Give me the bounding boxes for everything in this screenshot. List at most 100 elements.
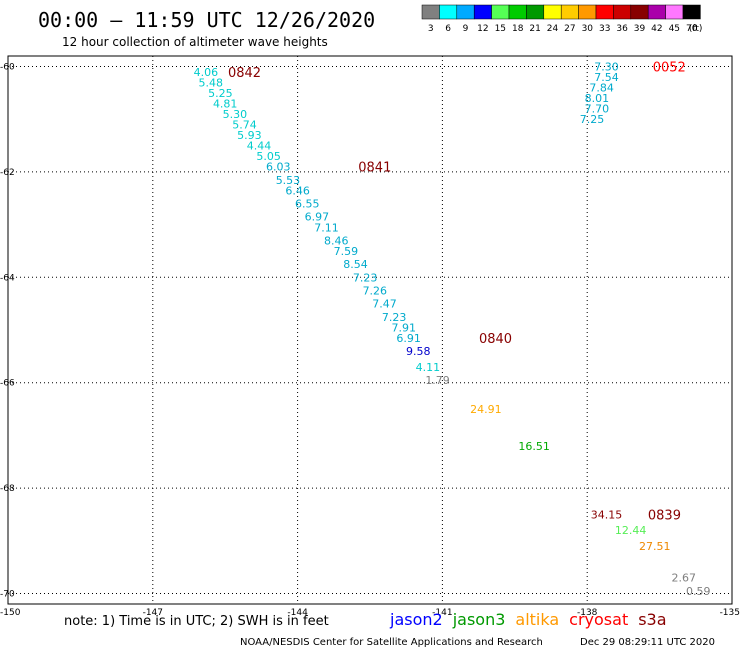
wave-height-value: 5.48	[198, 76, 223, 89]
scale-label: 12	[477, 24, 488, 34]
scale-label: 15	[495, 24, 506, 34]
scale-swatch	[578, 4, 597, 20]
wave-height-value: 8.46	[324, 234, 349, 247]
scale-swatch	[421, 4, 440, 20]
scale-swatch	[439, 4, 458, 20]
wave-height-value: 7.26	[363, 284, 388, 297]
scale-label: 3	[428, 24, 434, 34]
y-tick-label: -62	[0, 168, 15, 178]
satellite-legend-entry: altika	[515, 610, 559, 629]
scale-label: 6	[445, 24, 451, 34]
chart-title: 00:00 – 11:59 UTC 12/26/2020	[38, 8, 375, 32]
scale-label: 27	[564, 24, 575, 34]
x-tick-label: -135	[720, 608, 740, 618]
wave-height-value: 5.30	[223, 108, 248, 121]
scale-swatch	[613, 4, 632, 20]
scale-label: 45	[669, 24, 680, 34]
scale-label: 30	[582, 24, 594, 34]
chart-subtitle: 12 hour collection of altimeter wave hei…	[62, 35, 328, 49]
wave-height-value: 5.05	[256, 150, 281, 163]
wave-height-value: 16.51	[518, 440, 550, 453]
wave-height-value: 9.58	[406, 345, 431, 358]
wave-height-value: 7.84	[589, 82, 614, 95]
wave-height-value: 6.97	[305, 211, 330, 224]
credit-line: NOAA/NESDIS Center for Satellite Applica…	[240, 637, 543, 648]
satellite-legend-entry: s3a	[638, 610, 666, 629]
x-tick-label: -150	[0, 608, 21, 618]
pass-time-label: 0052	[653, 61, 686, 76]
scale-swatch	[665, 4, 684, 20]
y-tick-label: -70	[0, 589, 15, 599]
wave-height-value: 7.30	[594, 61, 619, 74]
pass-time-label: 0841	[358, 161, 391, 176]
y-tick-label: -60	[0, 63, 15, 73]
scale-label: 70	[686, 24, 698, 34]
wave-height-value: 4.81	[213, 97, 238, 110]
wave-height-value: 5.74	[232, 119, 257, 132]
wave-height-value: 2.67	[671, 572, 696, 585]
scale-swatch	[543, 4, 562, 20]
y-tick-label: -68	[0, 484, 15, 494]
pass-time-labels: 0842 0841 0840 0052 0839	[228, 61, 686, 524]
scale-swatch	[526, 4, 545, 20]
scale-label: 9	[463, 24, 469, 34]
satellite-legend-entry: jason3	[452, 610, 506, 629]
wave-height-value: 6.46	[285, 184, 310, 197]
color-scale-bar: 3 6 9 12 15 18 21 24 27 30 33 36 39 42 45 70(ft)	[421, 4, 703, 34]
plot-frame	[7, 55, 733, 605]
wave-height-value: 6.03	[266, 161, 291, 174]
scale-label: 18	[512, 24, 524, 34]
wave-height-value: 7.59	[334, 245, 359, 258]
scale-swatch	[456, 4, 475, 20]
generation-timestamp: Dec 29 08:29:11 UTC 2020	[580, 637, 715, 648]
wave-height-value: 7.70	[585, 103, 610, 116]
wave-height-value: 7.47	[372, 298, 397, 311]
pass-time-label: 0842	[228, 66, 261, 81]
scale-label: 33	[599, 24, 610, 34]
wave-height-value: 5.53	[276, 174, 301, 187]
grid-lines	[8, 56, 732, 604]
y-tick-label: -66	[0, 379, 15, 389]
wave-height-value: 7.23	[353, 271, 378, 284]
wave-height-value: 8.01	[585, 92, 610, 105]
wave-height-value: 27.51	[639, 540, 671, 553]
footnote: note: 1) Time is in UTC; 2) SWH is in fe…	[64, 614, 329, 629]
wave-height-value: 7.91	[392, 321, 417, 334]
scale-label: 42	[651, 24, 662, 34]
wave-height-value: 12.44	[615, 524, 647, 537]
scale-label: 21	[529, 24, 540, 34]
wave-height-value: 5.93	[237, 129, 262, 142]
x-tick-label: -144	[287, 608, 308, 618]
wave-height-value: 8.54	[343, 258, 368, 271]
scale-swatch	[491, 4, 510, 20]
wave-height-value: 6.55	[295, 198, 320, 211]
scale-unit: (ft)	[689, 24, 703, 34]
wave-height-value: 34.15	[591, 508, 623, 521]
scale-swatch	[508, 4, 527, 20]
satellite-legend-entry: jason2	[389, 610, 443, 629]
wave-height-value: 6.91	[396, 332, 421, 345]
wave-height-value: 1.79	[425, 374, 450, 387]
pass-time-label: 0839	[648, 508, 681, 523]
scale-label: 39	[634, 24, 646, 34]
satellite-legend-entry: cryosat	[569, 610, 628, 629]
wave-height-value: 7.23	[382, 311, 407, 324]
wave-height-value: 4.06	[194, 66, 219, 79]
x-tick-label: -147	[143, 608, 163, 618]
wave-height-value: 7.54	[594, 71, 619, 84]
wave-height-value: 5.25	[208, 87, 233, 100]
x-tick-label: -138	[577, 608, 598, 618]
x-tick-label: -141	[432, 608, 452, 618]
scale-label: 24	[547, 24, 559, 34]
scale-swatch	[630, 4, 649, 20]
scale-swatch	[682, 4, 701, 20]
wave-height-points: 4.065.485.254.815.305.745.934.445.056.03…	[194, 61, 711, 598]
scale-swatch	[473, 4, 492, 20]
wave-height-value: 7.25	[580, 113, 605, 126]
scale-swatch	[560, 4, 579, 20]
scale-swatch	[647, 4, 666, 20]
x-tick-labels: -150 -147 -144 -141 -138 -135	[0, 608, 740, 618]
pass-time-label: 0840	[479, 332, 512, 347]
y-tick-labels: -60 -62 -64 -66 -68 -70	[0, 63, 15, 600]
